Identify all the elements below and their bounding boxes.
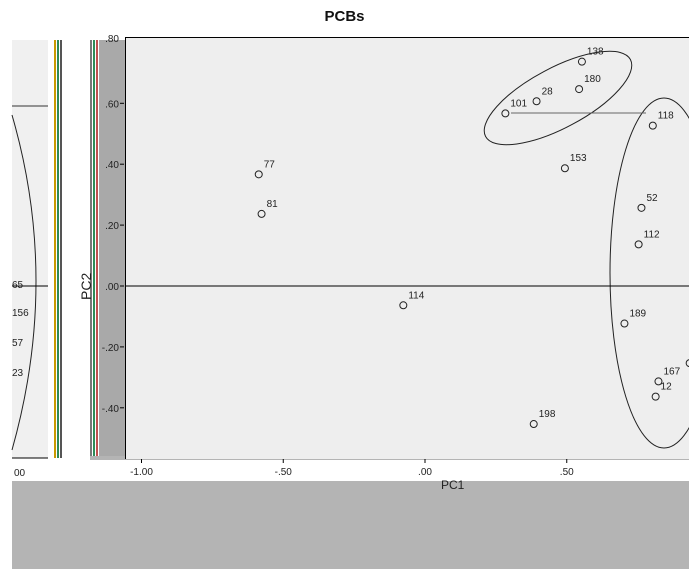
data-point-label: 101 xyxy=(510,98,527,109)
data-point-label: 153 xyxy=(570,153,587,164)
left-panel-label: 57 xyxy=(12,338,24,349)
y-axis-label: PC2 xyxy=(78,272,94,300)
chart-title: PCBs xyxy=(324,8,365,25)
data-point-169 xyxy=(685,359,689,368)
data-point-167 xyxy=(654,377,663,386)
data-point-label: 52 xyxy=(646,193,658,204)
cluster-ellipse-top xyxy=(483,50,633,146)
data-point-28 xyxy=(532,97,541,106)
data-point-153 xyxy=(560,164,569,173)
left-panel-x-tick-label: 00 xyxy=(14,468,26,479)
data-point-101 xyxy=(501,109,510,118)
data-point-198 xyxy=(529,420,538,429)
left-partial-plot xyxy=(11,105,48,459)
scatter-plot: 7781114198153138180281011185211218916916… xyxy=(126,47,689,449)
data-point-label: 198 xyxy=(539,409,556,420)
data-point-114 xyxy=(399,301,408,310)
left-panel-label: 156 xyxy=(12,308,29,319)
left-panel-ellipse xyxy=(11,114,37,451)
cluster-ellipses xyxy=(483,50,689,449)
x-axis-label: PC1 xyxy=(441,478,465,492)
data-point-77 xyxy=(254,170,263,179)
data-point-118 xyxy=(648,121,657,130)
x-tick-label: .00 xyxy=(418,467,432,478)
data-point-label: 28 xyxy=(542,86,554,97)
data-point-label: 180 xyxy=(584,74,601,85)
data-point-label: 167 xyxy=(663,366,680,377)
left-panel-label: 65 xyxy=(12,280,24,291)
left-partial-panel xyxy=(12,40,48,458)
data-point-label: 81 xyxy=(267,199,279,210)
data-point-label: 77 xyxy=(264,159,276,170)
data-point-81 xyxy=(257,209,266,218)
separator-stripes xyxy=(54,40,125,458)
data-point-label: 112 xyxy=(644,229,660,240)
data-point-label: 118 xyxy=(658,111,674,122)
x-tick-label: -1.00 xyxy=(130,467,153,478)
data-point-52 xyxy=(637,203,646,212)
cluster-ellipse-right xyxy=(609,97,689,449)
lower-gray-area xyxy=(12,481,689,569)
x-tick-label: .50 xyxy=(560,467,574,478)
plot-area: 7781114198153138180281011185211218916916… xyxy=(125,37,689,459)
data-point-180 xyxy=(575,85,584,94)
data-point-138 xyxy=(577,57,586,66)
data-point-189 xyxy=(620,319,629,328)
left-panel-label: 23 xyxy=(12,368,24,379)
data-point-label: 12 xyxy=(661,382,673,393)
x-tick-label: -.50 xyxy=(275,467,293,478)
data-point-12 xyxy=(651,392,660,401)
data-point-label: 138 xyxy=(587,47,604,58)
data-point-112 xyxy=(634,240,643,249)
data-point-label: 189 xyxy=(629,309,646,320)
data-point-label: 114 xyxy=(408,290,424,301)
